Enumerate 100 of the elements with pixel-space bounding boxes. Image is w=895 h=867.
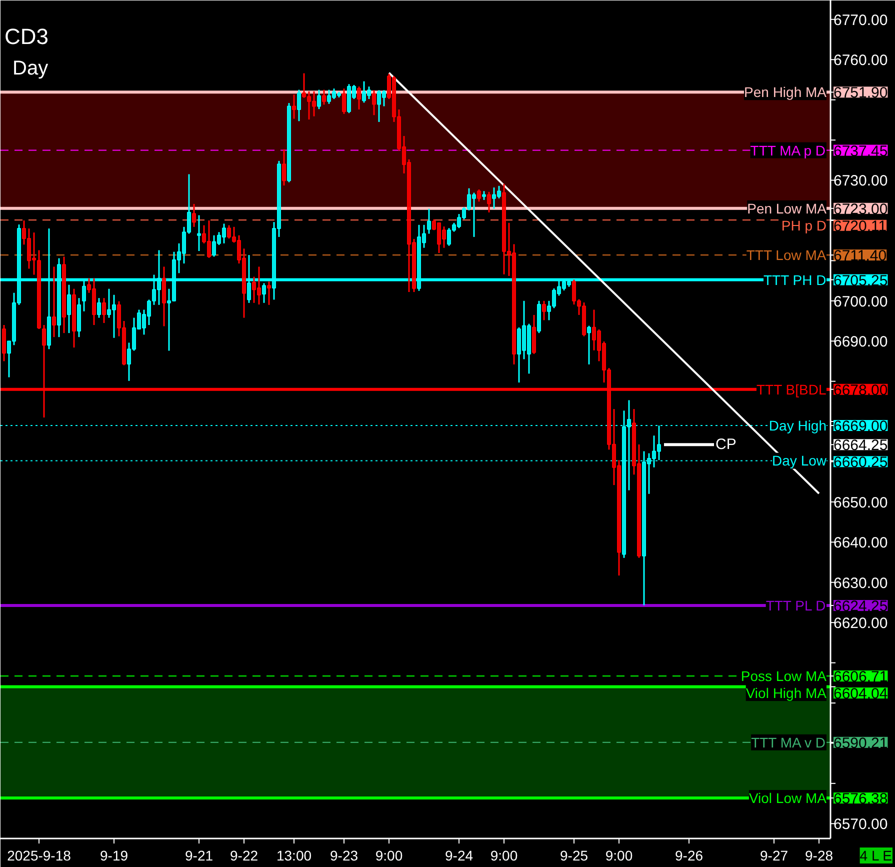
candlestick — [512, 243, 516, 366]
candlestick — [257, 266, 261, 306]
candlestick — [442, 226, 446, 249]
candlestick — [522, 300, 526, 360]
ref-line-label: Viol Low MA — [748, 790, 828, 806]
x-tick-label: 9-19 — [100, 848, 128, 864]
y-tick-label: 6640.00 — [834, 534, 888, 552]
text: Day — [12, 58, 48, 80]
candlestick — [342, 88, 346, 115]
ref-line-label: TTT PL D — [766, 597, 826, 614]
candlestick — [122, 320, 126, 366]
y-tick-label: 6737.45 — [834, 142, 888, 160]
x-tick-label: 9-27 — [760, 848, 788, 864]
x-tick-label: 9-25 — [560, 848, 588, 864]
candlestick — [192, 203, 196, 228]
x-tick-label: 13:00 — [276, 848, 312, 864]
candlestick — [402, 135, 406, 174]
candlestick — [227, 224, 231, 240]
ref-line-label: TTT PH D — [764, 272, 826, 288]
candlestick — [487, 191, 491, 214]
candlestick — [67, 284, 71, 334]
candlestick — [22, 220, 26, 246]
candlestick — [317, 89, 321, 110]
y-tick-label: 6604.04 — [834, 686, 888, 703]
candlestick — [392, 75, 396, 123]
candlestick — [222, 222, 226, 244]
candlestick — [447, 227, 451, 247]
candlestick — [427, 208, 431, 234]
candlestick — [302, 72, 306, 99]
y-tick-label: 6576.38 — [834, 790, 888, 808]
candlestick — [312, 90, 316, 118]
ref-line-label: Pen High MA — [744, 84, 828, 100]
candlestick — [517, 326, 521, 384]
candlestick — [547, 300, 551, 321]
candlestick — [117, 300, 121, 338]
candlestick — [242, 248, 246, 319]
text: CD3 — [4, 24, 49, 49]
candlestick — [132, 317, 136, 352]
candlestick — [292, 94, 296, 120]
y-tick-label: 6650.00 — [834, 494, 888, 512]
candlestick — [602, 340, 606, 384]
candlestick — [347, 83, 351, 114]
candlestick — [457, 213, 461, 229]
candlestick — [507, 222, 511, 277]
candlestick — [597, 328, 601, 362]
candlestick — [202, 224, 206, 244]
candlestick — [147, 298, 151, 326]
candlestick — [252, 276, 256, 304]
candlestick — [127, 342, 131, 382]
candlestick — [372, 89, 376, 116]
candlestick — [397, 108, 401, 152]
candlestick — [197, 214, 201, 252]
candlestick — [577, 298, 581, 316]
candlestick — [232, 226, 236, 244]
candlestick — [167, 288, 171, 352]
candlestick — [182, 226, 186, 264]
y-tick-label: 6664.25 — [834, 437, 888, 454]
candlestick — [207, 220, 211, 259]
x-tick-label: 9:00 — [375, 848, 403, 864]
ref-line-label: Poss Low MA — [740, 668, 828, 684]
y-tick-label: 6669.00 — [834, 418, 888, 436]
candlestick — [277, 160, 281, 238]
x-tick-label: 9:00 — [605, 848, 633, 864]
x-tick-label: 9-21 — [184, 848, 214, 864]
candlestick — [27, 228, 31, 270]
candlestick — [307, 90, 311, 120]
candlestick — [632, 408, 636, 476]
candlestick — [287, 102, 291, 184]
candlestick — [492, 186, 496, 210]
candlestick — [162, 266, 166, 327]
candlestick — [367, 86, 371, 100]
candlestick — [497, 185, 501, 200]
y-tick-label: 6630.00 — [834, 574, 888, 592]
candlestick — [327, 89, 331, 105]
candlestick — [407, 158, 411, 293]
y-tick-label: 6751.90 — [834, 84, 888, 102]
candlestick — [472, 192, 476, 238]
y-tick-label: 6620.00 — [834, 615, 888, 632]
y-tick-label: 6760.00 — [834, 52, 888, 70]
candlestick — [137, 308, 141, 330]
candlestick — [32, 232, 36, 276]
candlestick — [177, 242, 181, 274]
x-tick-label: 9-24 — [444, 848, 474, 864]
candlestick — [267, 280, 271, 306]
text: 4 L E — [860, 848, 892, 864]
candlestick — [432, 218, 436, 231]
y-tick-label: 6770.00 — [834, 12, 888, 29]
y-tick-label: 6723.00 — [834, 200, 888, 218]
candlestick — [2, 324, 6, 362]
ref-line-label: TTT MA v D — [751, 734, 826, 750]
y-tick-label: 6690.00 — [834, 334, 888, 351]
ref-line-label: TTT Low MA — [746, 247, 827, 264]
candlestick — [52, 266, 56, 338]
candlestick — [532, 314, 536, 355]
y-tick-label: 6678.00 — [834, 382, 888, 399]
candlestick — [72, 288, 76, 348]
candlestick — [422, 224, 426, 249]
x-tick-label: 2025-9-18 — [7, 848, 72, 864]
ref-line-label: Viol High MA — [746, 685, 828, 702]
candlestick — [542, 300, 546, 321]
